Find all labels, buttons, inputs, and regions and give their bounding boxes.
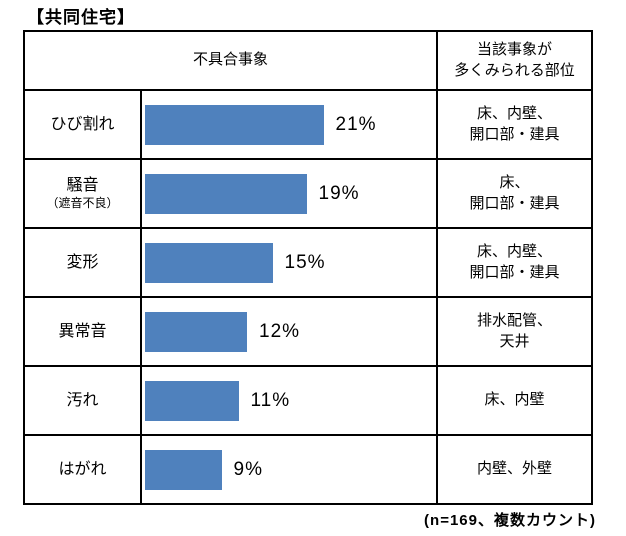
defect-percent: 11%	[250, 389, 291, 411]
defect-bar	[145, 173, 307, 214]
defect-label: 騒音	[66, 177, 99, 195]
location-line: 排水配管、	[476, 312, 552, 330]
defect-label-cell: はがれ	[25, 436, 140, 503]
defect-bar	[145, 380, 239, 421]
page-title: 【共同住宅】	[27, 8, 135, 27]
defect-bar	[145, 242, 273, 283]
location-line: 床、内壁、	[476, 105, 552, 123]
defect-label: 変形	[66, 253, 99, 271]
location-cell: 床、内壁	[438, 367, 591, 434]
defect-percent: 9%	[233, 458, 263, 480]
defect-bar-cell: 21%	[142, 91, 436, 158]
defect-bar-cell: 19%	[142, 160, 436, 227]
defect-bar	[145, 104, 324, 145]
location-cell: 床、 開口部・建具	[438, 160, 591, 227]
defect-bar-cell: 9%	[142, 436, 436, 503]
location-line: 開口部・建具	[469, 194, 560, 212]
header-location-line2: 多くみられる部位	[454, 61, 575, 79]
defect-label-cell: 騒音 （遮音不良）	[25, 160, 140, 227]
defect-percent: 12%	[259, 320, 301, 342]
location-line: 床、	[499, 174, 530, 192]
defect-bar	[145, 311, 247, 352]
defect-label-cell: ひび割れ	[25, 91, 140, 158]
defect-label: ひび割れ	[50, 115, 115, 133]
defect-label-cell: 汚れ	[25, 367, 140, 434]
defect-bar-cell: 11%	[142, 367, 436, 434]
header-defect-label: 不具合事象	[192, 51, 268, 69]
location-cell: 床、内壁、 開口部・建具	[438, 229, 591, 296]
defect-percent: 21%	[335, 113, 377, 135]
defect-sublabel: （遮音不良）	[46, 196, 119, 211]
defect-label: はがれ	[58, 460, 107, 478]
location-cell: 内壁、外壁	[438, 436, 591, 503]
defect-percent: 19%	[318, 182, 360, 204]
defect-label: 異常音	[58, 322, 107, 340]
header-location-line1: 当該事象が	[476, 41, 552, 59]
sample-size-note: (n=169、複数カウント)	[424, 512, 596, 529]
defect-label-cell: 変形	[25, 229, 140, 296]
defect-label-cell: 異常音	[25, 298, 140, 365]
header-defect-column: 不具合事象	[25, 32, 436, 89]
defect-percent: 15%	[284, 251, 326, 273]
location-line: 開口部・建具	[469, 125, 560, 143]
location-line: 開口部・建具	[469, 263, 560, 281]
location-cell: 排水配管、 天井	[438, 298, 591, 365]
location-line: 天井	[499, 332, 530, 350]
location-cell: 床、内壁、 開口部・建具	[438, 91, 591, 158]
location-line: 内壁、外壁	[476, 460, 552, 478]
defect-bar-cell: 15%	[142, 229, 436, 296]
defect-bar	[145, 449, 222, 490]
location-line: 床、内壁	[484, 391, 545, 409]
defect-bar-cell: 12%	[142, 298, 436, 365]
location-line: 床、内壁、	[476, 243, 552, 261]
defect-label: 汚れ	[66, 391, 99, 409]
header-location-column: 当該事象が 多くみられる部位	[438, 32, 591, 89]
defect-table: 不具合事象 当該事象が 多くみられる部位 ひび割れ 21% 床、内壁、 開口部・…	[23, 30, 593, 505]
